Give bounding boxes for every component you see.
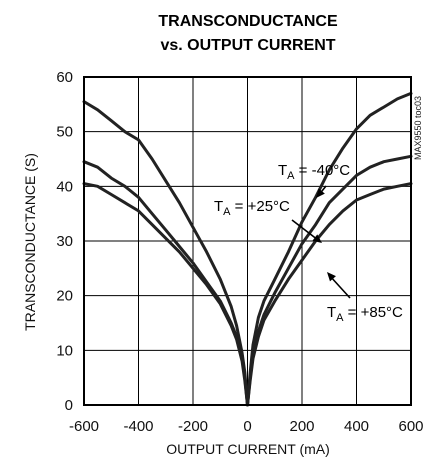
tick-labels: -600 -400 -200 0 200 400 600 0 10 20 30 40 50 60 xyxy=(56,69,423,435)
series-arrowhead-1 xyxy=(312,234,322,243)
x-tick-label: 400 xyxy=(344,418,369,435)
annotations: TA = -40°C TA = +25°C TA = +85°C xyxy=(214,162,403,324)
y-axis-label: TRANSCONDUCTANCE (S) xyxy=(22,153,38,331)
series-label-0: TA = -40°C xyxy=(278,162,350,182)
series-arrow-1 xyxy=(291,219,319,241)
chart-title-line1: TRANSCONDUCTANCE xyxy=(158,13,338,30)
y-tick-label: 50 xyxy=(56,124,73,141)
series-arrowhead-2 xyxy=(327,272,336,282)
x-tick-label: -400 xyxy=(123,418,153,435)
x-tick-label: 600 xyxy=(398,418,423,435)
series-arrowhead-0 xyxy=(316,188,325,198)
grid xyxy=(84,77,411,405)
y-tick-label: 20 xyxy=(56,288,73,305)
x-tick-label: 200 xyxy=(289,418,314,435)
y-tick-label: 30 xyxy=(56,233,73,250)
plot-frame xyxy=(83,76,412,406)
series-arrow-2 xyxy=(329,275,351,299)
x-tick-label: 0 xyxy=(243,418,251,435)
y-tick-label: 10 xyxy=(56,342,73,359)
x-axis-label: OUTPUT CURRENT (mA) xyxy=(166,441,330,457)
y-tick-label: 0 xyxy=(65,397,73,414)
x-tick-label: -600 xyxy=(69,418,99,435)
series-label-2: TA = +85°C xyxy=(327,304,403,324)
side-label: MAX9550 toc03 xyxy=(413,96,423,160)
chart-title-line2: vs. OUTPUT CURRENT xyxy=(160,37,335,54)
y-tick-label: 40 xyxy=(56,178,73,195)
series-label-1: TA = +25°C xyxy=(214,198,290,218)
y-tick-label: 60 xyxy=(56,69,73,86)
x-tick-label: -200 xyxy=(178,418,208,435)
